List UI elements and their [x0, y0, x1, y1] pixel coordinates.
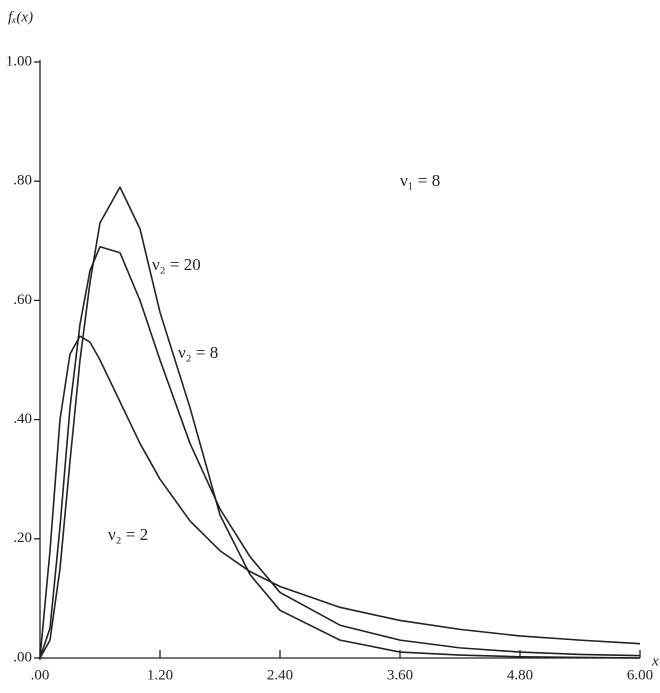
x-tick-label: 6.00: [627, 667, 653, 683]
background: [0, 0, 660, 693]
x-tick-label: 4.80: [507, 667, 533, 683]
series-label: ν₂ = 2: [108, 525, 148, 544]
y-tick-label: .00: [13, 649, 32, 665]
y-tick-label: .80: [13, 173, 32, 189]
series-label: ν₂ = 8: [178, 343, 218, 362]
x-tick-label: .00: [31, 667, 50, 683]
x-tick-label: 3.60: [387, 667, 413, 683]
x-tick-label: 1.20: [147, 667, 173, 683]
y-tick-label: .20: [13, 530, 32, 546]
y-tick-label: 1.00: [6, 53, 32, 69]
y-axis-label: fₓ(x): [8, 9, 33, 25]
annotation: ν₁ = 8: [400, 171, 440, 190]
y-tick-label: .60: [13, 292, 32, 308]
series-label: ν₂ = 20: [152, 255, 201, 274]
chart: fₓ(x) x ν₁ = 8 .00.20.40.60.801.00.001.2…: [0, 0, 660, 693]
y-tick-label: .40: [13, 411, 32, 427]
x-tick-label: 2.40: [267, 667, 293, 683]
